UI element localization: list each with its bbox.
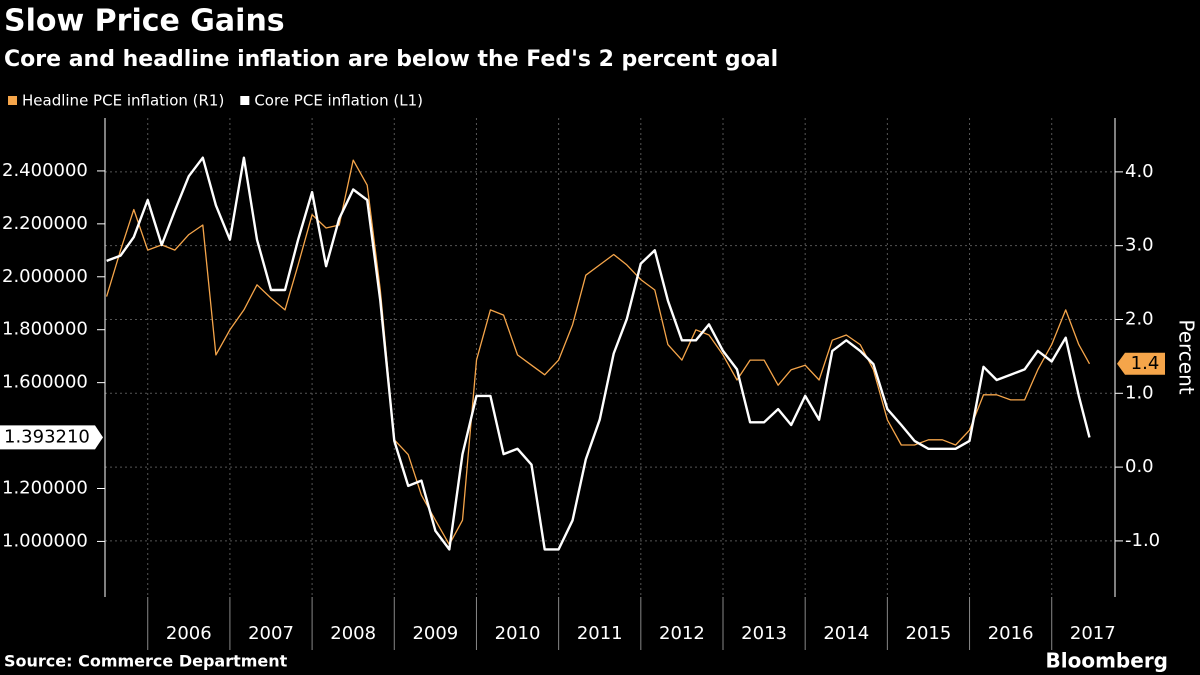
x-tick-label: 2012 bbox=[659, 623, 705, 644]
last-value-tag bbox=[1117, 352, 1165, 375]
y2-tick-label: 2.0 bbox=[1125, 308, 1154, 329]
last-value-label: 1.4 bbox=[1131, 353, 1160, 374]
x-tick-label: 2013 bbox=[741, 623, 787, 644]
x-tick-label: 2009 bbox=[412, 623, 458, 644]
y-tick-label: 2.200000 bbox=[2, 213, 88, 234]
y-tick-label: 1.000000 bbox=[2, 530, 88, 551]
y2-tick-label: 1.0 bbox=[1125, 382, 1154, 403]
x-tick-label: 2010 bbox=[495, 623, 541, 644]
x-tick-label: 2017 bbox=[1070, 623, 1116, 644]
legend-swatch bbox=[240, 96, 250, 105]
chart-subtitle: Core and headline inflation are below th… bbox=[4, 47, 778, 72]
legend-swatch bbox=[8, 96, 17, 105]
y2-tick-label: 0.0 bbox=[1125, 456, 1154, 477]
source: Source: Commerce Department bbox=[4, 652, 288, 671]
y-tick-label: 2.000000 bbox=[2, 266, 88, 287]
x-tick-label: 2015 bbox=[906, 623, 952, 644]
x-tick-label: 2008 bbox=[330, 623, 376, 644]
x-tick-label: 2011 bbox=[577, 623, 623, 644]
x-tick-label: 2016 bbox=[988, 623, 1034, 644]
last-value-label: 1.393210 bbox=[4, 426, 90, 447]
y2-tick-label: 4.0 bbox=[1125, 161, 1154, 182]
series-line bbox=[105, 159, 1091, 546]
y2-axis-label: Percent bbox=[1175, 319, 1199, 394]
y2-tick-label: 3.0 bbox=[1125, 235, 1154, 256]
y2-tick-label: -1.0 bbox=[1125, 530, 1160, 551]
series-line bbox=[106, 156, 1091, 551]
y-tick-label: 1.200000 bbox=[2, 477, 88, 498]
brand: Bloomberg bbox=[1046, 649, 1168, 673]
x-tick-label: 2014 bbox=[823, 623, 869, 644]
y-tick-label: 2.400000 bbox=[2, 160, 88, 181]
legend-label: Headline PCE inflation (R1) bbox=[22, 92, 224, 110]
last-value-tag bbox=[0, 425, 103, 450]
y-tick-label: 1.600000 bbox=[2, 372, 88, 393]
y-tick-label: 1.800000 bbox=[2, 319, 88, 340]
legend-label: Core PCE inflation (L1) bbox=[254, 92, 423, 110]
x-tick-label: 2007 bbox=[248, 623, 294, 644]
x-tick-label: 2006 bbox=[166, 623, 212, 644]
chart-title: Slow Price Gains bbox=[4, 4, 285, 39]
